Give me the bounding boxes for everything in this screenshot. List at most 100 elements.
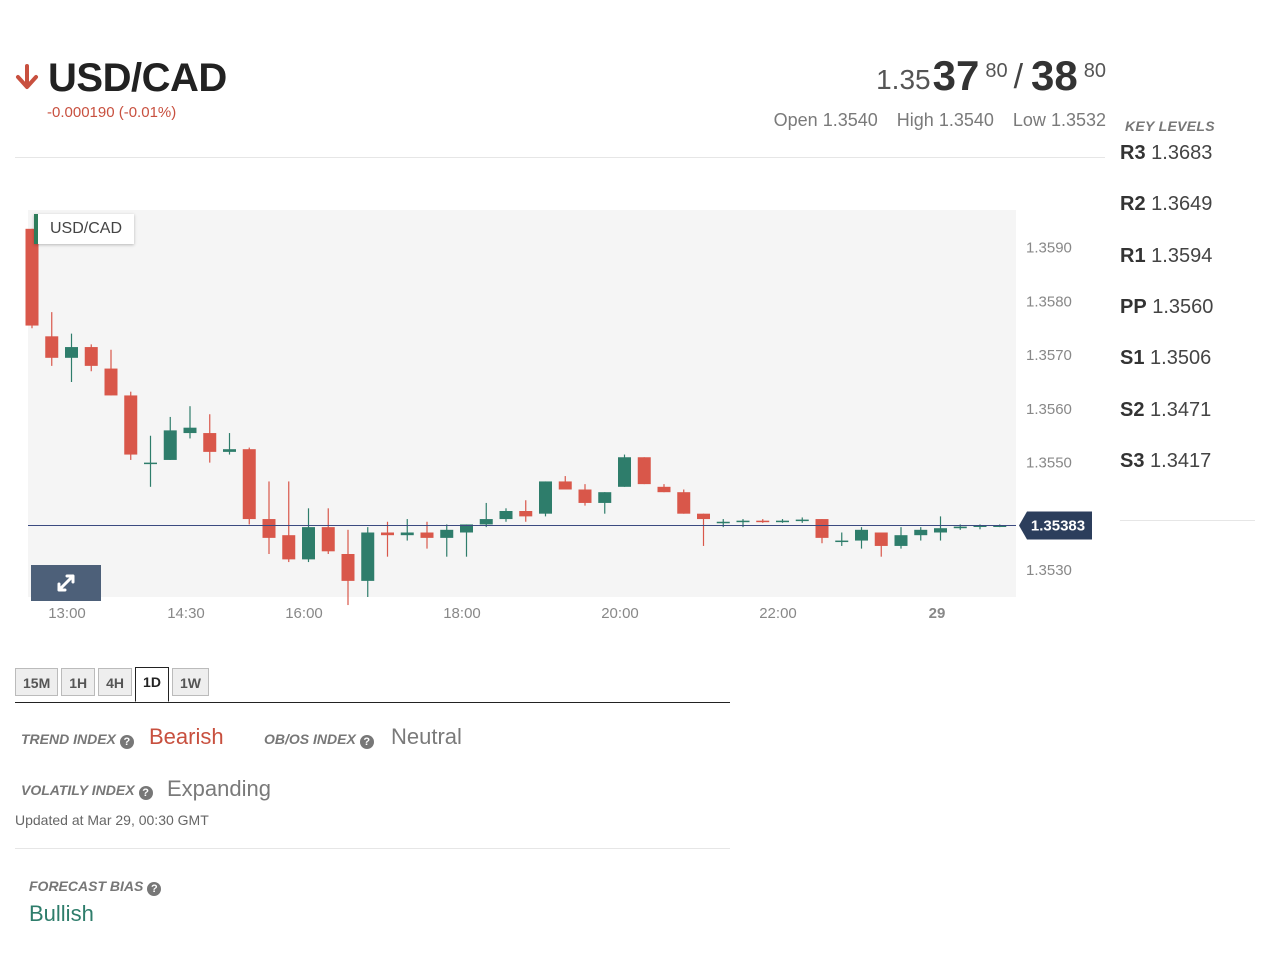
key-levels-title: KEY LEVELS: [1125, 118, 1215, 134]
key-level-pp: PP 1.3560: [1120, 296, 1213, 319]
arrow-down-icon: [16, 64, 38, 89]
trend-index-label-text: TREND INDEX: [21, 731, 116, 747]
candle-body: [716, 521, 730, 524]
candle-body: [795, 519, 809, 522]
key-level-value: 1.3506: [1150, 347, 1212, 369]
help-icon[interactable]: ?: [119, 735, 134, 749]
candle-body: [756, 520, 770, 523]
quote-separator: /: [1013, 58, 1024, 96]
tab-1d[interactable]: 1D: [135, 667, 169, 702]
x-axis-tick-label: 20:00: [601, 605, 639, 622]
y-axis-tick-label: 1.3570: [1026, 347, 1072, 364]
key-level-name: S2: [1120, 399, 1145, 421]
candle-body: [321, 527, 335, 552]
bid-ask-quote: 1.35 37 80 / 38 80: [876, 52, 1106, 100]
key-levels-panel: KEY LEVELS R3 1.3683 R2 1.3649 R1 1.3594…: [1120, 118, 1255, 472]
forecast-bias-label-text: FORECAST BIAS: [29, 878, 144, 894]
volatility-index-label-text: VOLATILY INDEX: [21, 782, 135, 798]
candle-body: [163, 430, 177, 460]
obos-index-value: Neutral: [391, 724, 462, 749]
candle-body: [65, 347, 78, 358]
tab-1h[interactable]: 1H: [61, 668, 96, 696]
forecast-bias-value: Bullish: [29, 901, 94, 926]
trend-index-value: Bearish: [149, 724, 224, 749]
timeframe-tabs: 15M 1H 4H 1D 1W: [15, 667, 730, 703]
key-level-value: 1.3417: [1150, 450, 1212, 472]
price-chart[interactable]: 1.35901.35801.35701.35601.35501.35401.35…: [0, 195, 1110, 635]
current-price-label: 1.35383: [1031, 518, 1085, 535]
expand-icon: [57, 574, 75, 592]
help-icon[interactable]: ?: [359, 735, 374, 749]
key-level-name: S3: [1120, 450, 1145, 472]
help-icon[interactable]: ?: [138, 786, 153, 800]
candle-body: [539, 481, 552, 514]
header-divider: [15, 157, 1105, 158]
key-level-r2: R2 1.3649: [1120, 193, 1212, 216]
x-axis-tick-label: 14:30: [167, 605, 205, 622]
candle-body: [519, 511, 533, 517]
low-value: 1.3532: [1050, 110, 1106, 130]
volatility-index-value: Expanding: [167, 776, 271, 801]
tab-15m[interactable]: 15M: [15, 668, 59, 696]
obos-index-label: OB/OS INDEX?: [264, 731, 374, 749]
candle-body: [618, 457, 631, 487]
obos-index-label-text: OB/OS INDEX: [264, 731, 356, 747]
bid-pips: 37: [932, 52, 980, 99]
key-level-s2: S2 1.3471: [1120, 399, 1211, 422]
price-change: -0.000190 (-0.01%): [47, 104, 177, 121]
candle-body: [45, 336, 59, 358]
help-icon[interactable]: ?: [147, 882, 162, 896]
chart-symbol-label: USD/CAD: [34, 214, 135, 244]
candle-body: [815, 519, 829, 538]
volatility-index-label: VOLATILY INDEX?: [21, 782, 153, 800]
candle-body: [302, 527, 315, 560]
candle-body: [835, 540, 849, 543]
expand-chart-button[interactable]: [31, 565, 101, 601]
trend-index-label: TREND INDEX?: [21, 731, 134, 749]
candle-body: [776, 520, 789, 523]
candle-body: [144, 462, 157, 465]
candle-body: [203, 433, 217, 452]
candle-body: [381, 532, 394, 536]
candle-body: [993, 525, 1007, 528]
candle-body: [361, 532, 375, 581]
candle-body: [242, 449, 256, 520]
candle-body: [440, 529, 454, 538]
x-axis-tick-label: 22:00: [759, 605, 797, 622]
tab-4h[interactable]: 4H: [98, 668, 133, 696]
key-level-value: 1.3683: [1151, 142, 1213, 164]
candle-body: [953, 526, 967, 529]
key-level-value: 1.3649: [1151, 193, 1213, 215]
candle-body: [183, 427, 197, 434]
candle-body: [578, 489, 592, 503]
bid-prefix: 1.35: [876, 64, 931, 95]
x-axis-tick-label: 29: [929, 605, 946, 622]
key-level-name: R3: [1120, 142, 1146, 164]
candle-body: [677, 492, 691, 514]
candle-body: [400, 532, 414, 536]
x-axis-tick-label: 18:00: [443, 605, 481, 622]
candle-body: [460, 524, 473, 533]
section-divider: [15, 848, 730, 849]
candle-body: [697, 513, 710, 520]
candle-body: [637, 457, 651, 485]
candle-body: [124, 395, 138, 455]
updated-timestamp: Updated at Mar 29, 00:30 GMT: [15, 812, 209, 828]
pair-title: USD/CAD: [48, 56, 227, 100]
y-axis-tick-label: 1.3590: [1026, 240, 1072, 257]
forecast-bias-label: FORECAST BIAS?: [29, 878, 162, 896]
candle-body: [104, 368, 118, 396]
candle-body: [598, 492, 612, 503]
tab-1w[interactable]: 1W: [171, 668, 209, 696]
candle-body: [874, 532, 888, 546]
key-level-name: R2: [1120, 193, 1146, 215]
ask-fraction: 80: [1083, 60, 1106, 82]
candle-body: [736, 520, 750, 523]
current-price-tag: [1019, 511, 1092, 540]
key-level-value: 1.3560: [1152, 296, 1214, 318]
key-level-s3: S3 1.3417: [1120, 450, 1211, 473]
candle-body: [341, 554, 355, 581]
key-level-s1: S1 1.3506: [1120, 347, 1211, 370]
candle-body: [499, 511, 513, 520]
y-axis-tick-label: 1.3560: [1026, 401, 1072, 418]
